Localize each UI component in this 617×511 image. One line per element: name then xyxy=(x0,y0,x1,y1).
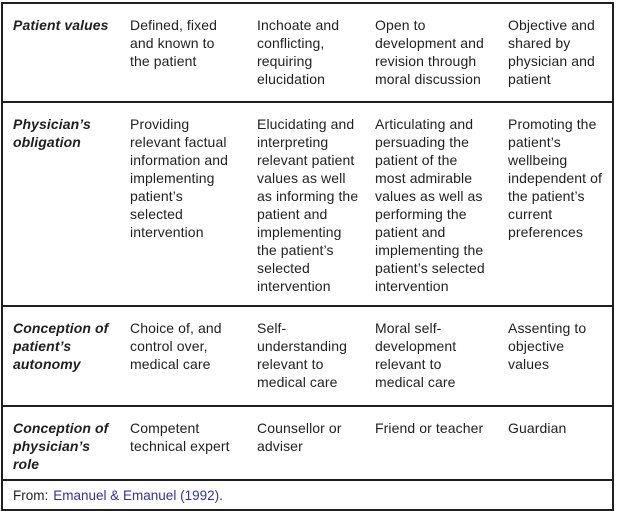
table-cell: Defined, fixed and known to the patient xyxy=(130,17,218,69)
row-header-patient-values: Patient values xyxy=(13,17,109,33)
table-cell: Guardian xyxy=(508,420,567,436)
table-cell: Promoting the patient’s wellbeing indepe… xyxy=(508,116,603,240)
table-cell: Elucidating and interpreting relevant pa… xyxy=(257,116,359,294)
table-row-patient-values: Patient values Defined, fixed and known … xyxy=(3,4,612,101)
table-cell: Open to development and revision through… xyxy=(375,17,484,87)
footnote-prefix: From: xyxy=(13,488,49,503)
row-header-physicians-role: Conception of physician’s role xyxy=(13,420,109,472)
table-row-patients-autonomy: Conception of patient’s autonomy Choice … xyxy=(3,305,612,405)
row-header-physicians-obligation: Physician’s obligation xyxy=(13,116,91,150)
table-row-physicians-role: Conception of physician’s role Competent… xyxy=(3,405,612,479)
table-cell: Counsellor or adviser xyxy=(257,420,342,454)
table-cell: Assenting to objective values xyxy=(508,320,587,372)
table-row-physicians-obligation: Physician’s obligation Providing relevan… xyxy=(3,101,612,305)
table-cell: Self- understanding relevant to medical … xyxy=(257,320,348,390)
table-cell: Providing relevant factual information a… xyxy=(130,116,229,240)
table-cell: Articulating and persuading the patient … xyxy=(375,116,485,294)
table-footnote: From: Emanuel & Emanuel (1992). xyxy=(3,479,612,509)
table-cell: Competent technical expert xyxy=(130,420,230,454)
citation-link[interactable]: Emanuel & Emanuel (1992). xyxy=(53,488,223,503)
table-cell: Friend or teacher xyxy=(375,420,484,436)
table-cell: Objective and shared by physician and pa… xyxy=(508,17,595,87)
table-cell: Moral self- development relevant to medi… xyxy=(375,320,457,390)
table-cell: Inchoate and conflicting, requiring eluc… xyxy=(257,17,340,87)
table-cell: Choice of, and control over, medical car… xyxy=(130,320,222,372)
row-header-patients-autonomy: Conception of patient’s autonomy xyxy=(13,320,109,372)
